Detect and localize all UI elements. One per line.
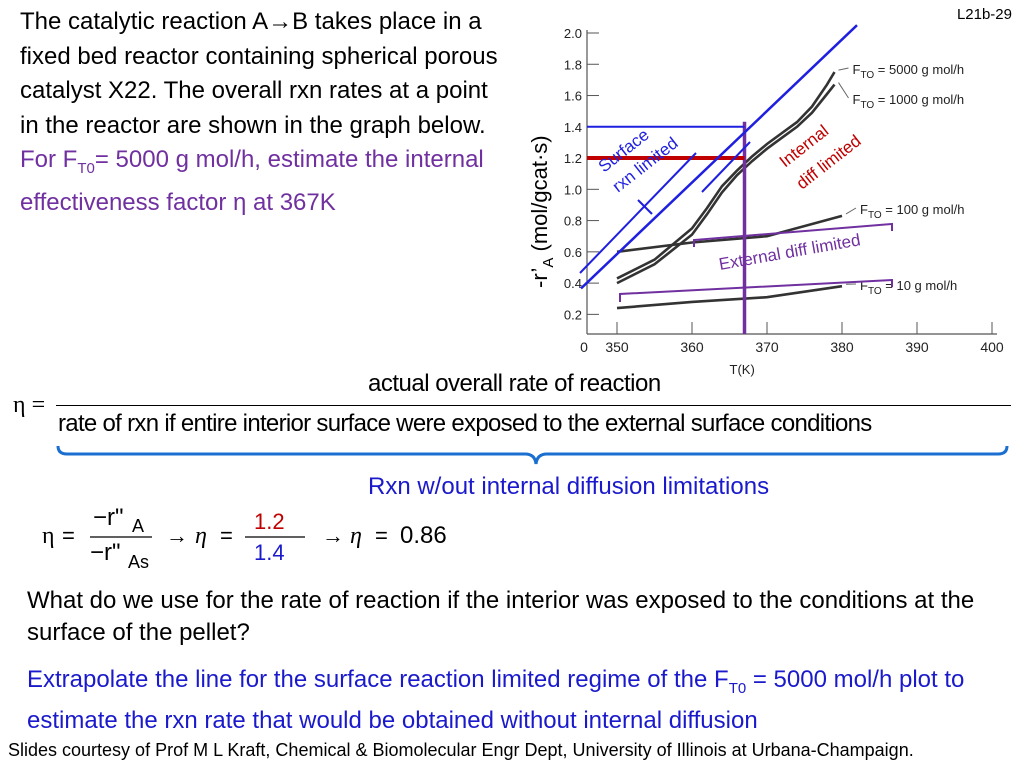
y-axis-title: -r’A (mol/gcat·s) — [527, 135, 557, 288]
eta-definition-symbol: η = — [13, 392, 45, 419]
definition-numerator: actual overall rate of reaction — [368, 370, 661, 397]
surface-bracket — [579, 152, 697, 274]
x-tick-label: 400 — [980, 339, 1004, 355]
fraction-bar — [56, 405, 1011, 406]
answer-post: = 5000 mol/h plot to estimate the rxn ra… — [27, 666, 965, 734]
chart-ticks: 0.2 0.4 0.6 0.8 1.0 1.2 1.4 1.6 1.8 2.0 0 350 360 370… — [527, 26, 1004, 377]
calc-num-sub: A — [132, 516, 144, 536]
series-label-pre: F — [853, 62, 861, 77]
calc-arrow-2: → — [322, 523, 344, 548]
denominator-brace — [56, 445, 1009, 465]
external-bracket-lower — [619, 278, 893, 302]
series-label-post: = 10 g mol/h — [882, 278, 958, 293]
calc-den-sub: As — [128, 552, 149, 572]
y-tick-label: 0.4 — [564, 276, 582, 291]
surface-bracket-end — [701, 141, 751, 193]
series-label-pre: F — [860, 278, 868, 293]
x-tick-label: 370 — [755, 339, 779, 355]
problem-ask: For FT0= 5000 g mol/h, estimate the inte… — [20, 146, 484, 216]
y-title-main: -r’ — [527, 268, 552, 288]
series-label-sub: TO — [860, 70, 874, 81]
x-tick-label: 0 — [580, 339, 588, 355]
eta-sym: η — [13, 392, 26, 418]
y-tick-label: 1.8 — [564, 57, 582, 72]
calc-equals-3: = — [375, 523, 388, 548]
problem-statement: The catalytic reaction A→B takes place i… — [20, 5, 500, 221]
calc-eta-3: η — [350, 523, 362, 549]
calc-result: 0.86 — [400, 522, 447, 549]
rate-vs-temperature-chart: 0.2 0.4 0.6 0.8 1.0 1.2 1.4 1.6 1.8 2.0 0 350 360 370… — [527, 24, 1004, 377]
calc-equals-1: = — [62, 523, 75, 548]
x-tick-label: 360 — [680, 339, 704, 355]
question-text: What do we use for the rate of reaction … — [27, 587, 975, 646]
y-title-sub: A — [540, 258, 557, 268]
y-tick-label: 1.2 — [564, 151, 582, 166]
x-tick-label: 380 — [830, 339, 854, 355]
definition-denominator: rate of rxn if entire interior surface w… — [58, 410, 872, 437]
series-label-sub: TO — [860, 100, 874, 111]
footer-credit: Slides courtesy of Prof M L Kraft, Chemi… — [8, 740, 914, 760]
series-label: FTO = 100 g mol/h — [860, 202, 964, 221]
series-label-post: = 100 g mol/h — [882, 202, 965, 217]
answer-sub: T0 — [728, 679, 747, 697]
series-label-pre: F — [853, 92, 861, 107]
calc-num: −r" — [93, 504, 124, 531]
brace-label: Rxn w/out internal diffusion limitations — [368, 473, 770, 500]
series-label-sub: TO — [868, 286, 882, 297]
extrapolation-line — [580, 24, 858, 290]
calc-num-value: 1.2 — [254, 509, 285, 534]
effectiveness-calculation: η = −r" A −r" As → η = 1.2 1.4 → η = 0.8… — [42, 504, 447, 572]
series-label-sub: TO — [868, 210, 882, 221]
external-bracket-upper — [693, 222, 893, 247]
series-curve — [616, 83, 836, 285]
y-tick-label: 2.0 — [564, 26, 582, 41]
y-tick-label: 0.6 — [564, 245, 582, 260]
calc-arrow-1: → — [166, 523, 188, 548]
y-tick-label: 1.4 — [564, 120, 582, 135]
y-tick-label: 1.0 — [564, 182, 582, 197]
series-curve — [616, 71, 836, 280]
series-leader — [838, 82, 849, 99]
eta-eq: = — [31, 392, 46, 418]
calc-den-value: 1.4 — [254, 540, 285, 565]
series-label-post: = 5000 g mol/h — [874, 62, 964, 77]
x-tick-label: 350 — [605, 339, 629, 355]
calc-eta-2: η — [195, 523, 207, 549]
ask-sub: T0 — [77, 159, 95, 177]
ask-post: = 5000 g mol/h, estimate the internal ef… — [20, 146, 484, 217]
y-tick-label: 0.2 — [564, 307, 582, 322]
series-label-post: = 1000 g mol/h — [874, 92, 964, 107]
series-curve — [616, 214, 843, 254]
calc-eta: η — [42, 523, 55, 549]
y-tick-label: 0.8 — [564, 214, 582, 229]
series-label: FTO = 1000 g mol/h — [853, 92, 965, 111]
series-curve — [616, 284, 843, 310]
series-leader — [838, 67, 849, 71]
y-title-units: (mol/gcat·s) — [527, 135, 552, 257]
calc-den: −r" — [90, 539, 121, 566]
x-tick-label: 390 — [905, 339, 929, 355]
series-label: FTO = 5000 g mol/h — [853, 62, 965, 81]
y-tick-label: 1.6 — [564, 89, 582, 104]
chart-overlays — [579, 24, 893, 334]
series-leader — [845, 207, 857, 215]
series-label-pre: F — [860, 202, 868, 217]
x-axis-title: T(K) — [730, 362, 755, 377]
answer-text: Extrapolate the line for the surface rea… — [27, 664, 1017, 737]
surface-bracket-tick — [637, 199, 653, 215]
calc-equals-2: = — [220, 523, 233, 548]
slide-number: L21b-29 — [956, 6, 1012, 23]
problem-intro: The catalytic reaction A→B takes place i… — [20, 8, 498, 139]
answer-pre: Extrapolate the line for the surface rea… — [27, 666, 729, 693]
ask-pre: For F — [20, 146, 78, 173]
series-label: FTO = 10 g mol/h — [860, 278, 957, 297]
